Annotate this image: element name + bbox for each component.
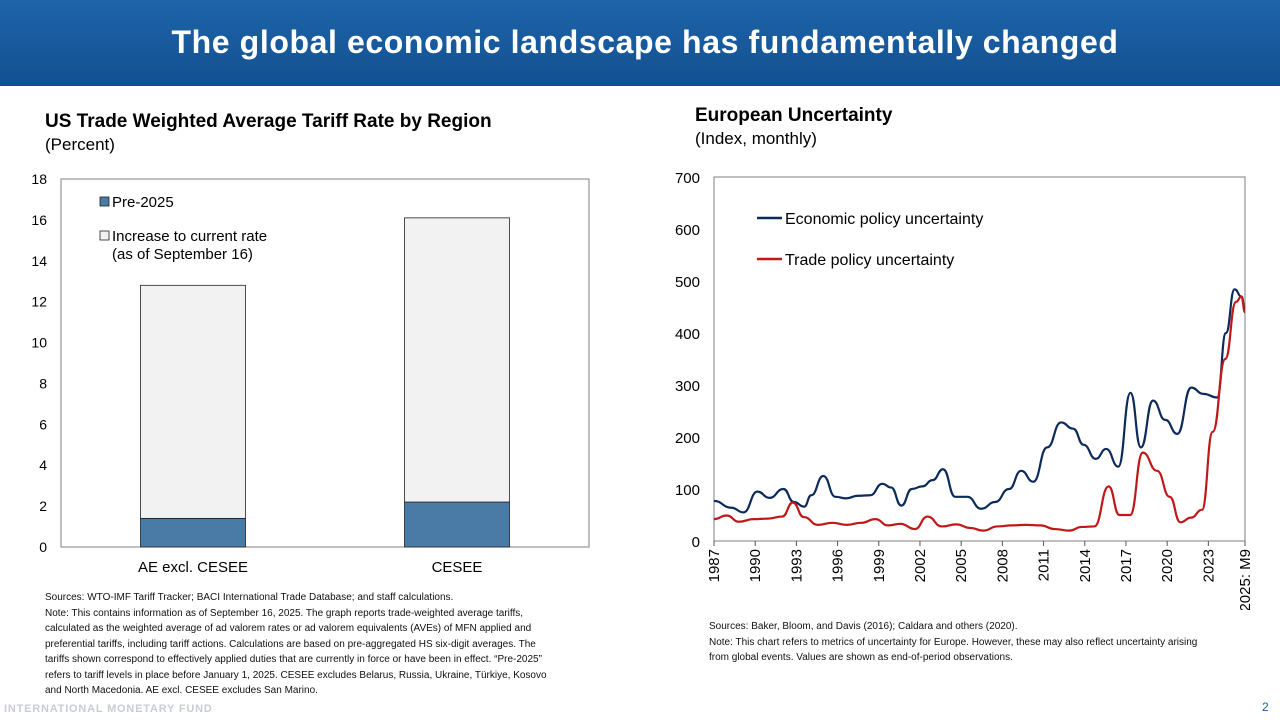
note-line: Note: This chart refers to metrics of un… bbox=[709, 636, 1198, 648]
x-tick-label: 2014 bbox=[1077, 549, 1094, 582]
x-tick-label: 1996 bbox=[830, 549, 847, 582]
bar-pre-2025 bbox=[404, 501, 510, 548]
y-tick-label: 700 bbox=[675, 170, 700, 187]
x-tick-label: 1987 bbox=[706, 549, 723, 582]
right-sources-notes: Sources: Baker, Bloom, and Davis (2016);… bbox=[709, 619, 1197, 666]
left-sources-notes: Sources: WTO-IMF Tariff Tracker; BACI In… bbox=[45, 590, 547, 699]
plot-area bbox=[713, 176, 1246, 542]
note-line: and North Macedonia. AE excl. CESEE excl… bbox=[45, 685, 318, 696]
x-category-label: AE excl. CESEE bbox=[138, 559, 248, 576]
y-tick-label: 600 bbox=[675, 222, 700, 239]
y-tick-label: 100 bbox=[675, 482, 700, 499]
x-tick-label: 2020 bbox=[1159, 549, 1176, 582]
y-tick-label: 12 bbox=[31, 294, 47, 310]
page-number: 2 bbox=[1262, 700, 1269, 714]
y-tick-label: 0 bbox=[692, 534, 700, 551]
slide-title: The global economic landscape has fundam… bbox=[171, 24, 1119, 60]
note-line: calculated as the weighted average of ad… bbox=[45, 623, 532, 634]
right-chart-title: European Uncertainty bbox=[695, 105, 893, 126]
trade-policy-uncertainty-line bbox=[713, 295, 1247, 532]
y-tick-label: 500 bbox=[675, 274, 700, 291]
legend-label: Trade policy uncertainty bbox=[785, 252, 954, 269]
y-tick-label: 10 bbox=[31, 335, 47, 351]
note-line: Sources: Baker, Bloom, and Davis (2016);… bbox=[709, 621, 1018, 632]
y-tick-label: 200 bbox=[675, 430, 700, 447]
right-chart-subtitle: (Index, monthly) bbox=[695, 129, 817, 148]
legend-label: Increase to current rate bbox=[112, 228, 267, 245]
note-line: preferential tariffs, including tariff a… bbox=[45, 638, 536, 650]
economic-policy-uncertainty-line bbox=[713, 288, 1247, 514]
legend-swatch-increase bbox=[99, 230, 110, 241]
left-chart-subtitle: (Percent) bbox=[45, 135, 115, 154]
bar-pre-2025 bbox=[140, 517, 246, 548]
y-tick-label: 4 bbox=[39, 457, 47, 473]
legend-swatch-pre-2025 bbox=[99, 196, 110, 207]
header-banner bbox=[0, 0, 1280, 86]
y-tick-label: 0 bbox=[39, 539, 47, 555]
bar-increase bbox=[404, 217, 510, 503]
uncertainty-line-chart: 0 100 200 300 400 500 600 700 1987 1990 1993 1996 19… bbox=[675, 170, 1254, 610]
x-tick-label: 2008 bbox=[994, 549, 1011, 582]
x-tick-label: 2002 bbox=[912, 549, 929, 582]
note-line: refers to tariff levels in place before … bbox=[45, 669, 547, 681]
y-tick-label: 18 bbox=[31, 171, 47, 187]
y-tick-label: 300 bbox=[675, 378, 700, 395]
x-tick-label: 2023 bbox=[1200, 549, 1217, 582]
x-tick-label: 2005 bbox=[953, 549, 970, 582]
y-tick-label: 6 bbox=[39, 416, 47, 432]
left-chart-title: US Trade Weighted Average Tariff Rate by… bbox=[45, 111, 492, 132]
tariff-bar-chart: 0 2 4 6 8 10 12 14 16 18 AE excl. CESEE CESEE Pre-20… bbox=[31, 171, 590, 576]
y-tick-label: 2 bbox=[39, 498, 47, 514]
y-tick-label: 16 bbox=[31, 212, 47, 228]
legend-label: Economic policy uncertainty bbox=[785, 211, 983, 228]
x-tick-label: 1990 bbox=[747, 549, 764, 582]
note-line: tariffs shown correspond to effectively … bbox=[45, 654, 542, 665]
legend-label: Pre-2025 bbox=[112, 194, 174, 211]
note-line: Note: This contains information as of Se… bbox=[45, 607, 524, 619]
x-category-label: CESEE bbox=[432, 559, 483, 576]
bar-increase bbox=[140, 284, 246, 519]
legend-label-line2: (as of September 16) bbox=[112, 246, 253, 263]
y-tick-label: 400 bbox=[675, 326, 700, 343]
x-tick-label: 2011 bbox=[1036, 549, 1053, 581]
x-tick-label: 1993 bbox=[788, 549, 805, 582]
note-line: from global events. Values are shown as … bbox=[709, 652, 1013, 663]
x-tick-label: 2025: M9 bbox=[1237, 549, 1254, 610]
y-tick-label: 8 bbox=[39, 375, 47, 391]
x-tick-label: 2017 bbox=[1118, 549, 1135, 582]
footer-organization: INTERNATIONAL MONETARY FUND bbox=[4, 703, 213, 715]
y-tick-label: 14 bbox=[31, 253, 47, 269]
note-line: Sources: WTO-IMF Tariff Tracker; BACI In… bbox=[45, 592, 454, 603]
x-tick-label: 1999 bbox=[871, 549, 888, 582]
